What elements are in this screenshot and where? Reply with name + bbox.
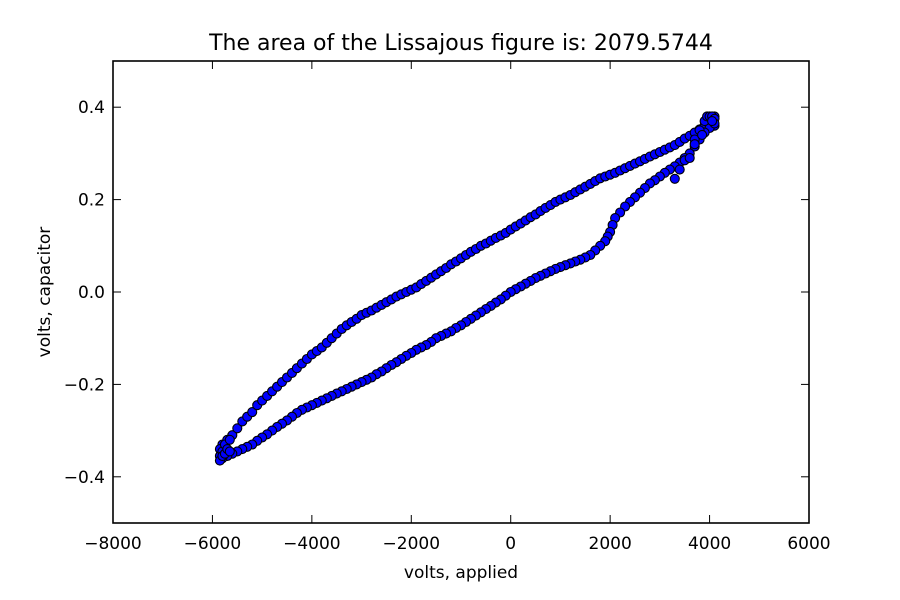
chart-title: The area of the Lissajous figure is: 207… (208, 31, 713, 56)
x-tick-label: 6000 (787, 534, 830, 554)
x-tick-label: 0 (505, 534, 516, 554)
x-tick-label: 2000 (589, 534, 632, 554)
y-tick-label: 0.2 (78, 191, 105, 211)
data-point (224, 434, 235, 445)
x-axis-ticks: −8000 −6000 −4000 −2000 0 2000 4000 6000 (84, 61, 831, 554)
data-point (224, 446, 235, 457)
y-tick-label: 0.0 (78, 283, 105, 303)
data-point (232, 423, 243, 434)
plot-area-frame (112, 60, 810, 524)
x-axis-label: volts, applied (404, 563, 518, 583)
y-tick-label: −0.4 (64, 468, 105, 488)
data-point (247, 407, 258, 418)
x-tick-label: 4000 (688, 534, 731, 554)
data-point (707, 116, 718, 127)
data-point (689, 139, 700, 150)
y-tick-label: −0.2 (64, 375, 105, 395)
y-tick-label: 0.4 (78, 98, 105, 118)
scatter-points (214, 111, 720, 466)
data-point (684, 152, 695, 164)
x-tick-label: −2000 (383, 534, 441, 554)
y-axis-label: volts, capacitor (35, 227, 55, 358)
x-tick-label: −4000 (283, 534, 341, 554)
x-tick-label: −6000 (184, 534, 242, 554)
data-point (669, 173, 680, 184)
y-axis-ticks: −0.4 −0.2 0.0 0.2 0.4 (64, 98, 809, 488)
x-tick-label: −8000 (84, 534, 142, 554)
data-point (697, 129, 708, 140)
data-point (674, 164, 685, 175)
